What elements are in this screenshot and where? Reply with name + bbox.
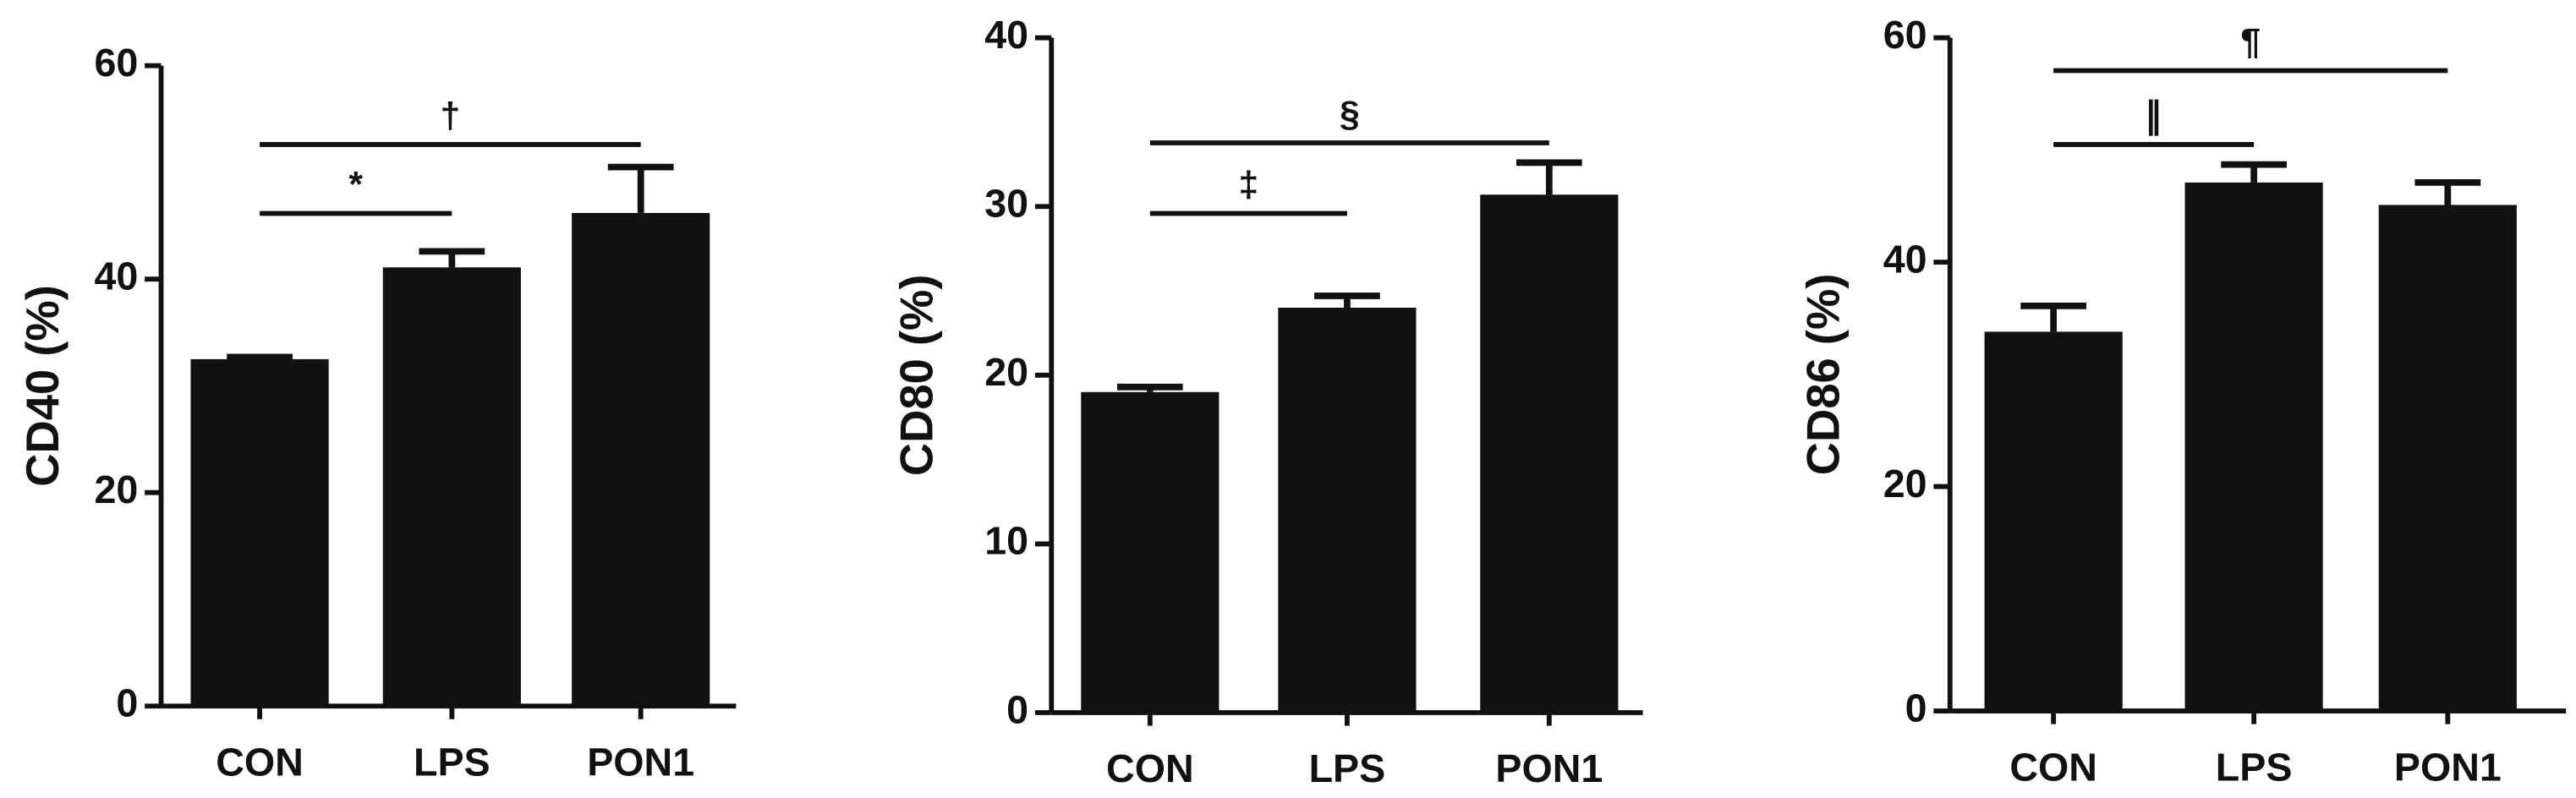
x-tick-label: PON1: [2394, 745, 2502, 789]
x-tick-label: LPS: [1309, 746, 1386, 790]
chart-panel: 0 10 20 30 40 CD80 (%) CON LPS PON1 ‡ §: [891, 13, 1643, 790]
bar: [2378, 205, 2517, 712]
y-tick-label: 40: [1883, 237, 1927, 281]
bar: [1480, 194, 1619, 713]
y-tick-label: 20: [1883, 462, 1927, 506]
chart-panel: 0 20 40 60 CD86 (%) CON LPS PON1 ∥ ¶: [1797, 13, 2567, 789]
x-tick-label: CON: [1106, 746, 1194, 790]
y-tick-label: 40: [984, 13, 1028, 57]
significance-mark: ∥: [2145, 96, 2162, 136]
y-tick-label: 10: [984, 519, 1028, 563]
significance-mark: †: [440, 96, 460, 136]
significance-mark: ¶: [2240, 22, 2261, 63]
error-bar: [1515, 159, 1582, 195]
y-tick-label: 20: [94, 467, 138, 511]
error-bar: [1116, 383, 1183, 392]
error-bar: [419, 248, 485, 268]
chart-panel: 0 20 40 60 CD40 (%) CON LPS PON1 * †: [17, 41, 737, 784]
x-tick-label: CON: [2009, 745, 2097, 789]
error-bar: [2221, 161, 2287, 183]
y-tick-label: 60: [1883, 13, 1927, 57]
y-tick-label: 40: [94, 254, 138, 298]
error-bar: [607, 163, 674, 213]
x-tick-label: CON: [216, 740, 304, 784]
bar: [1278, 308, 1417, 713]
error-bar: [227, 353, 293, 361]
bar: [2184, 182, 2323, 712]
x-tick-label: LPS: [414, 740, 491, 784]
bar: [382, 267, 521, 707]
x-tick-label: PON1: [1495, 746, 1603, 790]
bar: [1081, 391, 1219, 713]
y-tick-label: 20: [984, 350, 1028, 394]
y-axis-label: CD86 (%): [1797, 274, 1849, 476]
bar: [572, 212, 710, 707]
error-bar: [1314, 292, 1380, 309]
y-tick-label: 0: [116, 681, 138, 725]
error-bar: [2414, 179, 2481, 205]
y-tick-label: 0: [1905, 686, 1927, 730]
y-tick-label: 30: [984, 182, 1028, 226]
significance-mark: ‡: [1238, 165, 1258, 205]
x-tick-label: LPS: [2216, 745, 2293, 789]
y-axis-label: CD40 (%): [17, 285, 69, 487]
bar: [190, 358, 329, 707]
y-axis-label: CD80 (%): [891, 274, 942, 476]
x-tick-label: PON1: [587, 740, 694, 784]
significance-mark: §: [1340, 94, 1360, 134]
y-tick-label: 60: [94, 41, 138, 85]
bar: [1984, 331, 2123, 712]
y-tick-label: 0: [1006, 687, 1028, 731]
error-bar: [2020, 303, 2086, 332]
significance-mark: *: [348, 165, 363, 205]
